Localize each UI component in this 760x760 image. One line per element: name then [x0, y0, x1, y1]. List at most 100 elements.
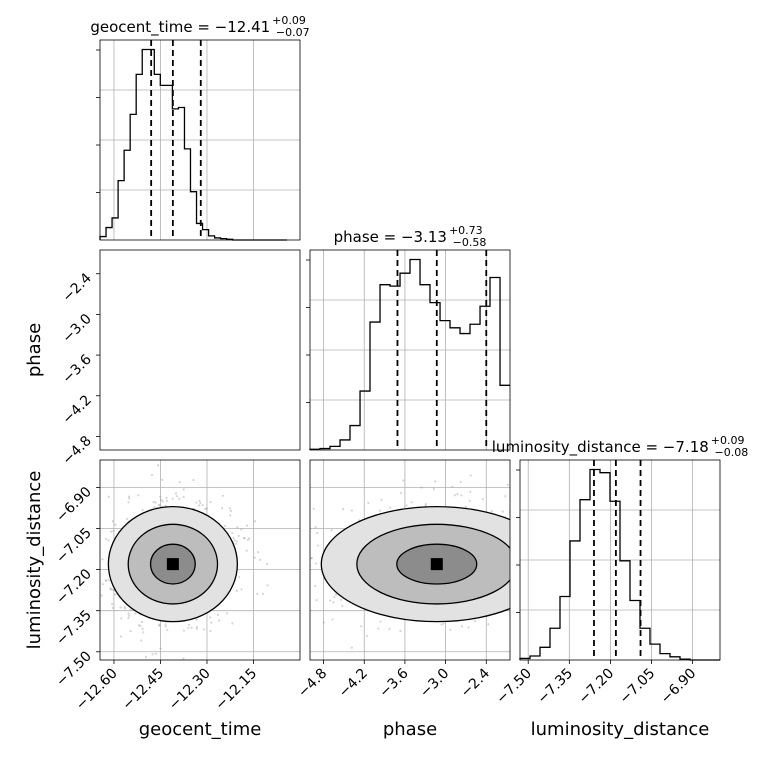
sample-point [162, 339, 164, 341]
sample-point [156, 379, 158, 381]
sample-point [201, 289, 203, 291]
sample-point [184, 291, 186, 293]
sample-point [219, 222, 221, 224]
sample-point [175, 338, 177, 340]
sample-point [191, 299, 193, 301]
sample-point [315, 599, 318, 602]
sample-point [529, 575, 531, 577]
sample-point [226, 243, 228, 245]
sample-point [198, 294, 200, 296]
sample-point [164, 623, 167, 626]
sample-point [195, 625, 199, 629]
sample-point [147, 380, 149, 382]
sample-point [187, 297, 189, 299]
sample-point [104, 416, 106, 418]
sample-point [512, 527, 514, 529]
sample-point [240, 528, 243, 531]
sample-point [191, 291, 193, 293]
y-tick-label-luminosity-distance: −7.05 [53, 525, 95, 567]
sample-point [107, 579, 110, 582]
sample-point [180, 296, 182, 298]
sample-point [316, 544, 319, 547]
sample-point [205, 253, 207, 255]
sample-point [177, 290, 179, 292]
sample-point [179, 284, 181, 286]
sample-point [164, 345, 166, 347]
sample-point [206, 241, 208, 243]
sample-point [544, 582, 546, 584]
sample-point [204, 262, 206, 264]
sample-point [284, 554, 286, 556]
sample-point [245, 549, 248, 552]
sample-point [110, 602, 114, 606]
sample-point [310, 557, 312, 560]
sample-point [314, 584, 317, 588]
sample-point [199, 272, 201, 274]
sample-point [297, 102, 299, 104]
sample-point [186, 289, 188, 291]
sample-point [161, 344, 163, 346]
sample-point [154, 389, 156, 391]
sample-point [389, 506, 392, 509]
sample-point [530, 519, 532, 521]
sample-point [544, 530, 546, 532]
sample-point [124, 401, 126, 403]
sample-point [204, 240, 206, 242]
sample-point [163, 346, 165, 348]
sample-point [210, 276, 212, 278]
sample-point [314, 562, 318, 565]
sample-point [159, 350, 161, 352]
sample-point [196, 305, 198, 307]
sample-point [266, 584, 269, 587]
sample-point [490, 510, 493, 513]
sample-point [515, 567, 517, 569]
sample-point [182, 268, 184, 270]
sample-point [178, 481, 181, 484]
ylabel-luminosity-distance: luminosity_distance [24, 471, 45, 650]
sample-point [154, 335, 156, 337]
sample-point [170, 311, 172, 313]
sample-point [134, 381, 136, 383]
sample-point [181, 319, 183, 321]
sample-point [146, 364, 148, 366]
sample-point [138, 359, 140, 361]
sample-point [571, 579, 573, 581]
sample-point [172, 323, 174, 325]
sample-point [216, 613, 219, 617]
sample-point [170, 314, 172, 316]
sample-point [185, 286, 187, 288]
sample-point [160, 339, 162, 341]
sample-point [245, 196, 247, 198]
sample-point [133, 413, 135, 415]
panel-frame [99, 39, 301, 241]
sample-point [180, 317, 182, 319]
sample-point [146, 396, 148, 398]
sample-point [141, 374, 143, 376]
sample-point [176, 319, 178, 321]
sample-point [169, 361, 171, 363]
sample-point [133, 372, 135, 374]
sample-point [185, 326, 187, 328]
sample-point [516, 586, 518, 588]
sample-point [160, 371, 162, 373]
y-tick-label-luminosity-distance: −7.50 [53, 648, 95, 690]
hist-panel-luminosity-distance [516, 459, 721, 661]
sample-point [208, 285, 210, 287]
sample-point [571, 535, 573, 537]
sample-point [140, 414, 142, 416]
sample-point [148, 362, 150, 364]
sample-point [213, 260, 215, 262]
sample-point [137, 378, 139, 380]
sample-point [278, 605, 280, 607]
sample-point [157, 338, 159, 340]
sample-point [118, 419, 120, 421]
sample-point [145, 358, 147, 360]
sample-point [222, 260, 224, 262]
sample-point [166, 305, 168, 307]
sample-point [517, 543, 519, 545]
sample-point [184, 277, 186, 279]
sample-point [210, 231, 212, 233]
sample-point [184, 294, 186, 296]
sample-point [187, 300, 189, 302]
